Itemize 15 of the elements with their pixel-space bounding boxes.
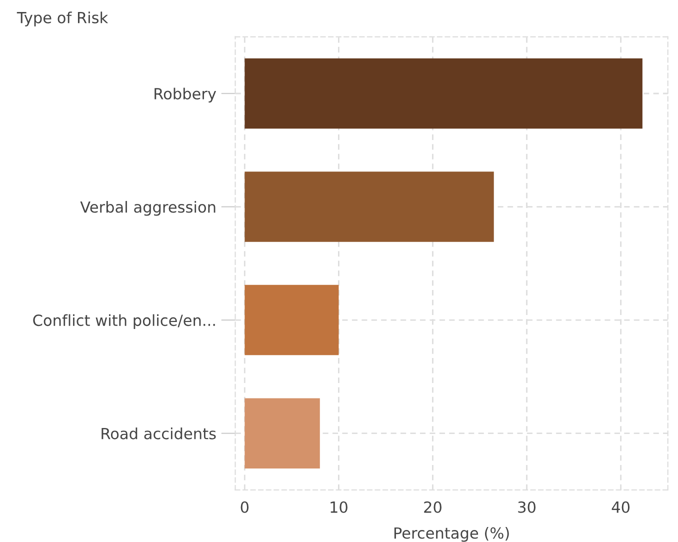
bar bbox=[244, 58, 642, 129]
y-tick-label: Verbal aggression bbox=[80, 200, 216, 216]
x-tick-label: 10 bbox=[330, 501, 348, 513]
x-tick-label: 0 bbox=[240, 501, 249, 513]
x-tick-label: 20 bbox=[424, 501, 442, 513]
x-axis-title: Percentage (%) bbox=[394, 526, 509, 542]
bar bbox=[244, 284, 339, 356]
bar bbox=[244, 172, 494, 242]
y-tick-label: Road accidents bbox=[102, 428, 216, 440]
x-tick-label: 40 bbox=[612, 501, 630, 513]
y-tick-label: Robbery bbox=[154, 88, 216, 102]
y-axis-title: Type of Risk bbox=[16, 12, 108, 26]
y-tick-label: Conflict with police/en... bbox=[33, 314, 215, 330]
bar bbox=[244, 398, 320, 468]
x-tick-label: 30 bbox=[518, 501, 536, 513]
